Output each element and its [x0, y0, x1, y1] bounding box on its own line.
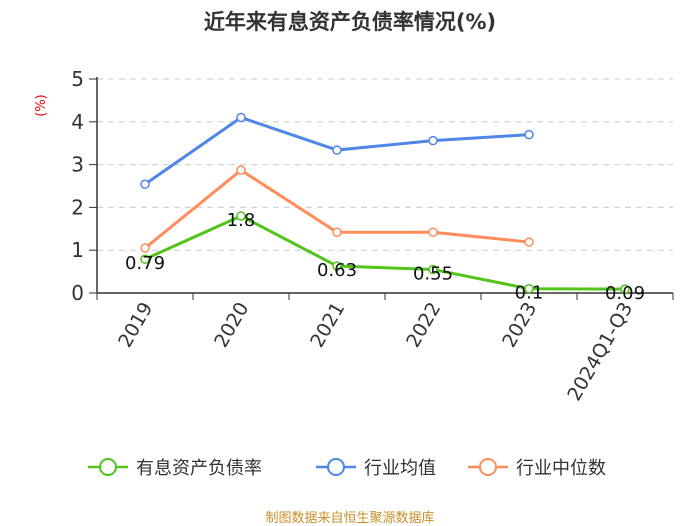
- data-point: [332, 227, 342, 237]
- data-point: [620, 284, 630, 294]
- data-point: [428, 264, 438, 275]
- data-point: [524, 129, 534, 140]
- legend-marker: [479, 458, 497, 476]
- x-tick-label: 2021: [306, 299, 349, 352]
- data-point: [428, 135, 438, 146]
- legend-label: 行业中位数: [516, 458, 606, 479]
- data-label: 0.55: [413, 263, 453, 284]
- x-tick-label: 2022: [402, 299, 445, 352]
- y-tick-label: 2: [71, 195, 84, 219]
- source-note: 制图数据来自恒生聚源数据库: [265, 511, 435, 526]
- y-tick-label: 3: [71, 153, 84, 177]
- y-tick-label: 1: [71, 238, 84, 262]
- data-point: [332, 145, 342, 155]
- legend-marker: [327, 458, 345, 476]
- x-tick-label: 2024Q1-Q3: [563, 299, 637, 405]
- data-label: 0.79: [125, 253, 165, 274]
- data-point: [524, 283, 534, 294]
- x-tick-label: 2020: [210, 299, 253, 352]
- data-label: 0.63: [317, 260, 357, 281]
- data-point: [524, 237, 534, 247]
- y-tick-label: 5: [71, 67, 84, 91]
- y-tick-label: 0: [71, 281, 84, 305]
- x-tick-label: 2023: [498, 299, 541, 352]
- chart-title: 近年来有息资产负债率情况(%): [203, 10, 497, 34]
- y-tick-label: 4: [71, 110, 84, 134]
- data-point: [236, 112, 246, 123]
- data-label: 0.1: [515, 283, 544, 304]
- data-point: [140, 243, 150, 253]
- data-point: [140, 179, 150, 190]
- data-label: 0.09: [605, 283, 645, 304]
- series-line-0: [144, 214, 626, 291]
- legend-label: 有息资产负债率: [136, 458, 262, 479]
- data-point: [236, 165, 246, 175]
- legend-marker: [99, 458, 117, 476]
- x-tick-label: 2019: [114, 299, 157, 352]
- data-point: [332, 261, 342, 271]
- data-label: 1.8: [227, 210, 256, 231]
- legend-label: 行业均值: [364, 458, 436, 479]
- data-point: [428, 227, 438, 237]
- data-point: [140, 254, 150, 264]
- data-point: [236, 211, 246, 221]
